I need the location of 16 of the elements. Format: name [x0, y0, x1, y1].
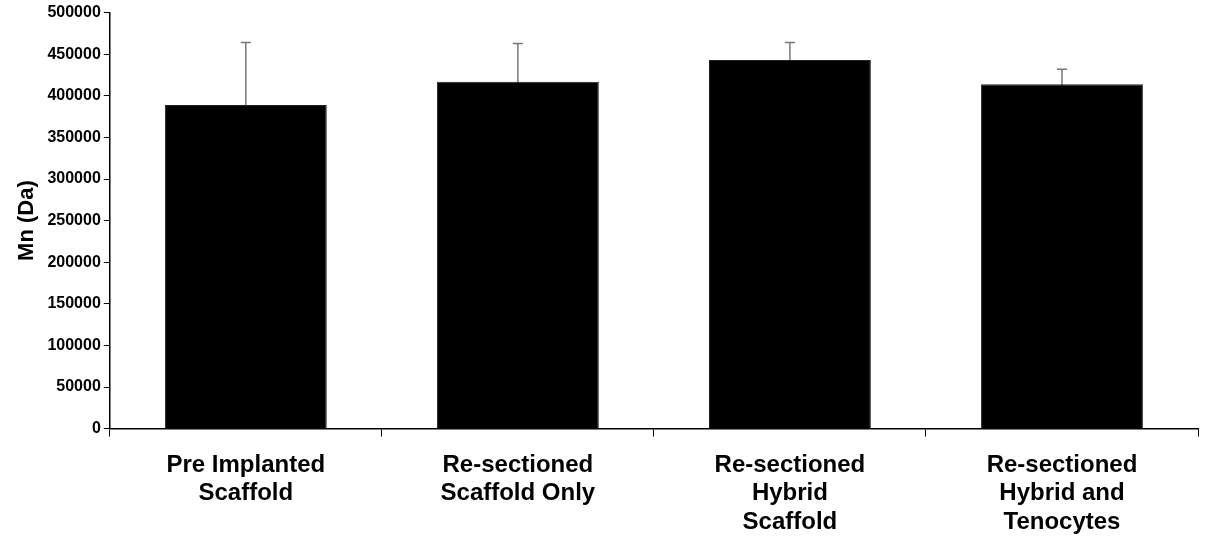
- y-tick-label: 350000: [47, 127, 101, 145]
- y-tick-label: 450000: [47, 44, 101, 62]
- x-tick-label: Re-sectioned Hybrid Scaffold: [714, 449, 866, 535]
- y-tick-label: 300000: [47, 169, 101, 187]
- y-axis-title: Mn (Da): [13, 180, 39, 261]
- x-tick-label: Re-sectioned Hybrid and Tenocytes: [986, 449, 1138, 535]
- y-tick-label: 200000: [47, 252, 101, 270]
- y-tick-label: 400000: [47, 86, 101, 104]
- x-tick-label: Re-sectioned Scaffold Only: [440, 449, 596, 506]
- y-tick-label: 100000: [47, 335, 101, 353]
- y-tick-label: 500000: [47, 3, 101, 21]
- x-tick-label: Pre Implanted Scaffold: [166, 449, 326, 506]
- y-tick-label: 150000: [47, 294, 101, 312]
- y-tick-label: 0: [91, 419, 101, 437]
- y-tick-label: 50000: [56, 377, 101, 395]
- y-tick-label: 250000: [47, 211, 101, 229]
